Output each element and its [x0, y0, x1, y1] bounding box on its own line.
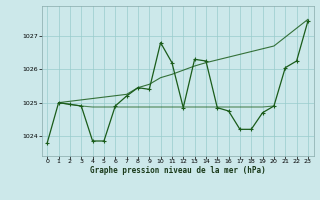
- X-axis label: Graphe pression niveau de la mer (hPa): Graphe pression niveau de la mer (hPa): [90, 166, 266, 175]
